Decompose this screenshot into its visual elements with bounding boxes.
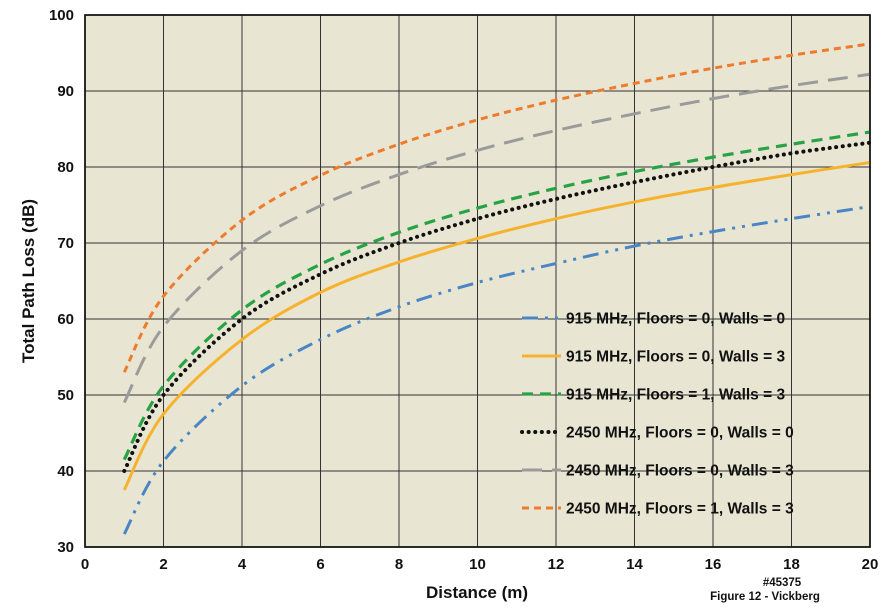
- series-line-3: [122, 130, 871, 461]
- x-tick-label: 18: [783, 556, 800, 573]
- x-tick-label: 0: [81, 556, 89, 573]
- series-line-2: [122, 160, 871, 491]
- x-tick-label: 4: [238, 556, 247, 573]
- x-tick-label: 12: [548, 556, 565, 573]
- legend-label-2: 915 MHz, Floors = 0, Walls = 3: [566, 349, 785, 366]
- plot-border: [84, 14, 871, 548]
- y-tick-label: 50: [57, 387, 74, 404]
- y-tick-label: 30: [57, 539, 74, 556]
- legend: 915 MHz, Floors = 0, Walls = 0 915 MHz, F…: [520, 311, 794, 518]
- x-tick-label: 16: [705, 556, 722, 573]
- series-group: [122, 42, 872, 535]
- y-tick-label: 70: [57, 235, 74, 252]
- y-tick-label: 100: [49, 7, 74, 24]
- y-tick-label: 40: [57, 463, 74, 480]
- legend-label-1: 915 MHz, Floors = 0, Walls = 0: [566, 311, 785, 328]
- figure-id-note: #45375: [763, 577, 802, 589]
- tick-labels: 0 2 4 6 8 10 12 14 16 18 20 30 40 50 60 70 80 90 100: [49, 7, 878, 573]
- series-line-4: [122, 140, 872, 473]
- x-tick-label: 10: [469, 556, 486, 573]
- y-axis-title: Total Path Loss (dB): [19, 199, 38, 363]
- legend-label-6: 2450 MHz, Floors = 1, Walls = 3: [566, 501, 794, 518]
- x-tick-label: 8: [395, 556, 403, 573]
- x-tick-label: 6: [316, 556, 324, 573]
- series-line-1: [122, 205, 871, 535]
- x-tick-label: 2: [159, 556, 167, 573]
- x-tick-label: 14: [626, 556, 643, 573]
- legend-label-3: 915 MHz, Floors = 1, Walls = 3: [566, 387, 785, 404]
- x-tick-label: 20: [862, 556, 879, 573]
- legend-label-4: 2450 MHz, Floors = 0, Walls = 0: [566, 425, 794, 442]
- series-line-5: [122, 72, 871, 404]
- figure-caption-note: Figure 12 - Vickberg: [710, 591, 820, 603]
- y-tick-label: 80: [57, 159, 74, 176]
- series-line-6: [122, 42, 871, 373]
- legend-label-5: 2450 MHz, Floors = 0, Walls = 3: [566, 463, 794, 480]
- x-axis-title: Distance (m): [426, 583, 528, 602]
- y-tick-label: 90: [57, 83, 74, 100]
- y-tick-label: 60: [57, 311, 74, 328]
